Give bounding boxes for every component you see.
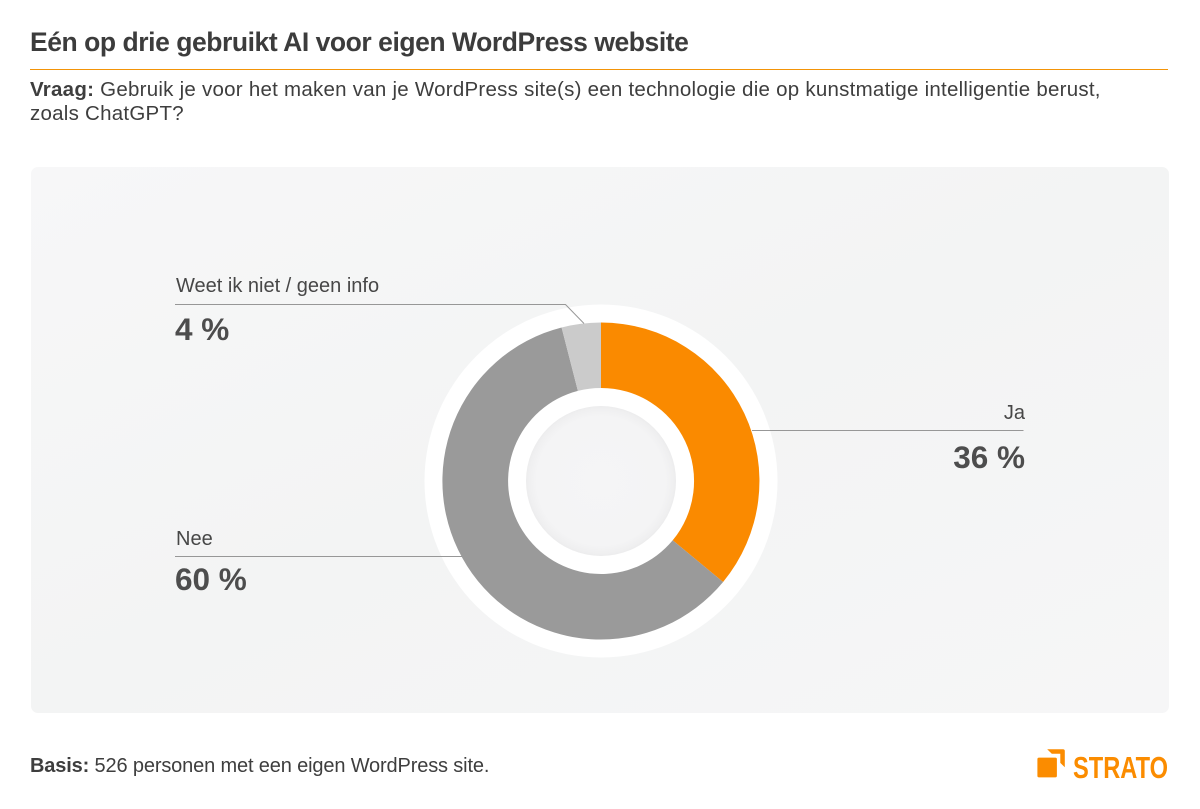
svg-text:STRATO: STRATO <box>1073 750 1168 784</box>
